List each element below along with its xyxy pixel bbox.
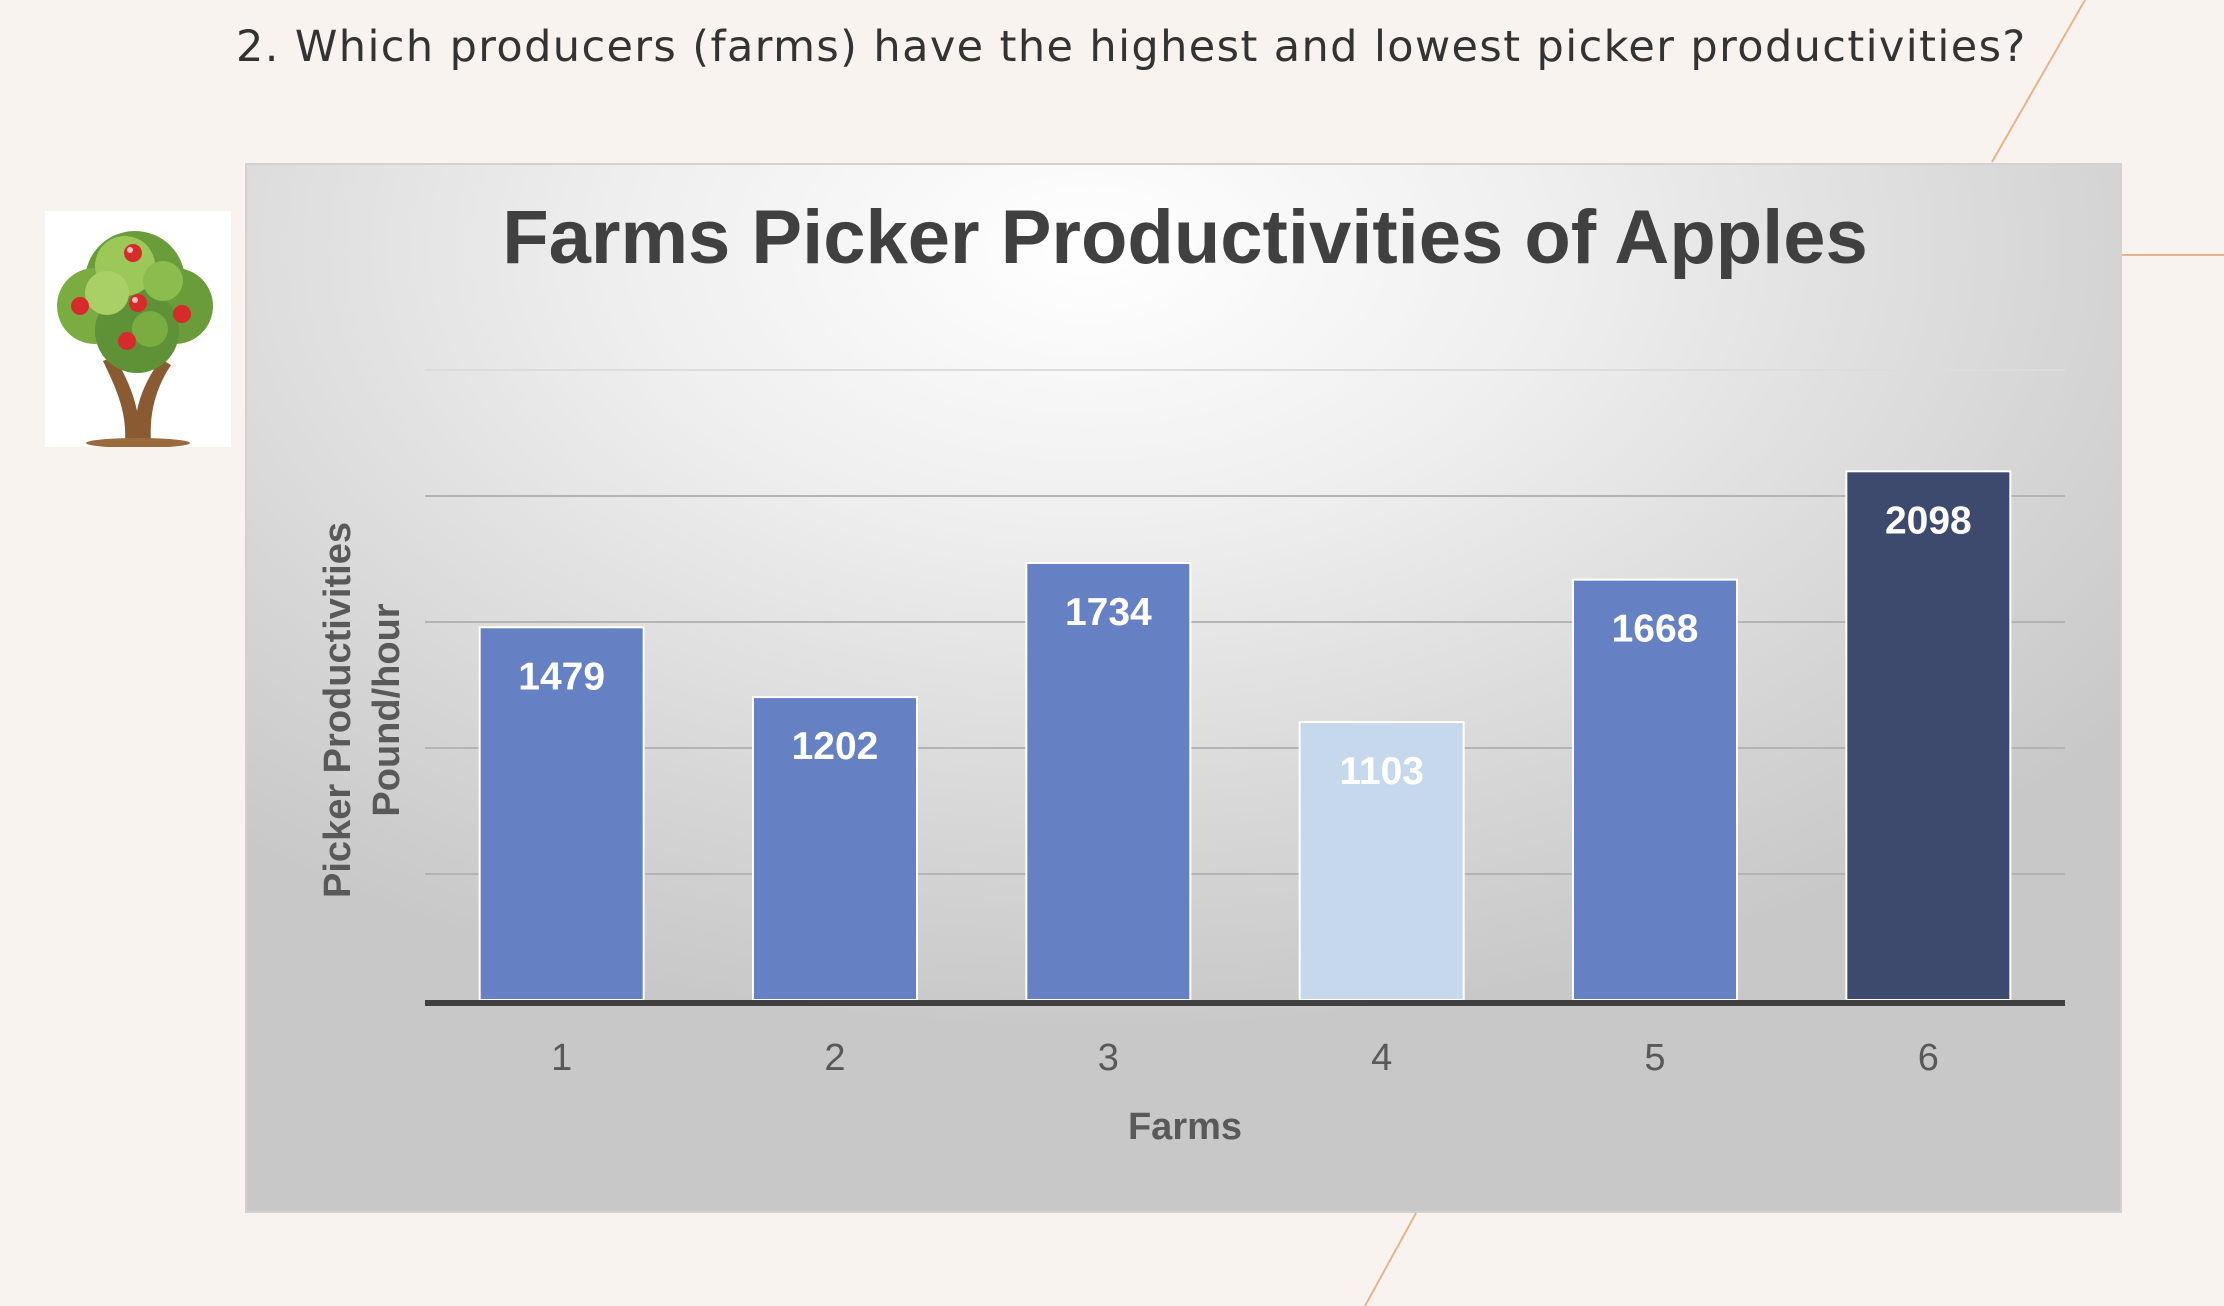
decor-line-top-diagonal [1991,0,2086,163]
data-label: 1103 [1339,750,1424,793]
gridlines [425,369,2065,875]
bar-chart: Farms Picker Productivities of Apples 14… [317,195,2065,1148]
y-axis-title-line1: Picker Productivities [317,522,359,898]
data-label: 1202 [792,725,879,768]
bar-farm-2 [752,696,918,1001]
data-label: 1479 [518,655,605,698]
decor-line-bottom-diagonal [1364,1212,1417,1306]
chart-title: Farms Picker Productivities of Apples [502,195,1868,280]
apple-tree-icon [45,211,231,447]
bars: 1479 1202 1734 1103 1668 2098 [478,470,2012,1001]
data-label: 2098 [1885,499,1972,542]
x-axis-title: Farms [1128,1106,1242,1148]
x-tick-label: 4 [1371,1037,1392,1079]
y-axis-title-line2: Pound/hour [366,603,408,816]
x-tick-label: 1 [551,1037,572,1079]
x-tick-label: 6 [1918,1037,1939,1079]
chart-panel: Farms Picker Productivities of Apples 14… [245,163,2122,1213]
bar-farm-6 [1845,470,2012,1001]
bar-farm-4 [1298,721,1465,1001]
x-tick-label: 2 [824,1037,845,1079]
question-heading: 2. Which producers (farms) have the high… [236,22,2027,72]
x-tick-label: 3 [1098,1037,1119,1079]
bar-farm-3 [1025,562,1192,1001]
x-axis: 1 2 3 4 5 6 [425,1000,2065,1079]
data-label: 1668 [1612,608,1699,651]
data-label: 1734 [1065,591,1152,634]
x-tick-label: 5 [1644,1037,1665,1079]
bar-farm-1 [478,626,645,1001]
